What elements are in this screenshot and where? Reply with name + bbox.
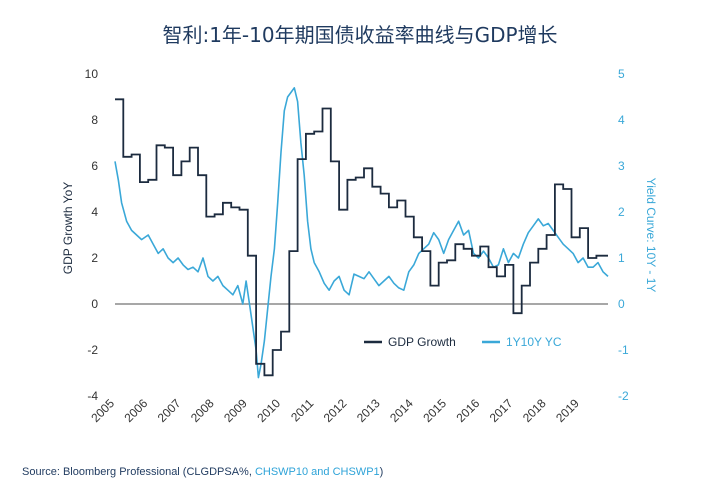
y-left-tick-label: -2 <box>87 343 98 357</box>
x-tick-label: 2016 <box>454 396 483 425</box>
y-left-tick-label: 4 <box>91 205 98 219</box>
legend-label-gdp: GDP Growth <box>388 335 456 349</box>
left-axis: -4 -2 0 2 4 6 8 10 <box>85 67 99 403</box>
x-tick-label: 2014 <box>387 396 416 425</box>
x-tick-label: 2015 <box>420 396 449 425</box>
x-tick-label: 2008 <box>188 396 217 425</box>
series-line-yield-curve <box>114 87 609 379</box>
legend-label-yc: 1Y10Y YC <box>506 335 562 349</box>
y-right-axis-label: Yield Curve: 10Y - 1Y <box>644 178 658 293</box>
y-right-tick-label: -2 <box>618 389 629 403</box>
y-left-tick-label: 10 <box>85 67 99 81</box>
series-layer <box>114 87 609 379</box>
chart-title: 智利:1年-10年期国债收益率曲线与GDP增长 <box>162 23 557 47</box>
x-tick-label: 2010 <box>254 396 283 425</box>
x-tick-label: 2011 <box>288 396 316 424</box>
y-left-tick-label: 6 <box>91 159 98 173</box>
x-axis: 2005 2006 2007 2008 2009 2010 2011 2012 2013 2014… <box>88 396 582 425</box>
y-left-tick-label: -4 <box>87 389 98 403</box>
source-note: Source: Bloomberg Professional (CLGDPSA%… <box>22 466 383 478</box>
y-right-tick-label: 5 <box>618 67 625 81</box>
y-left-tick-label: 0 <box>91 297 98 311</box>
y-left-tick-label: 2 <box>91 251 98 265</box>
legend: GDP Growth 1Y10Y YC <box>364 335 562 349</box>
y-right-tick-label: 4 <box>618 113 625 127</box>
y-right-tick-label: 2 <box>618 205 625 219</box>
y-right-tick-label: 0 <box>618 297 625 311</box>
y-right-tick-label: 1 <box>618 251 625 265</box>
y-left-axis-label: GDP Growth YoY <box>61 182 75 275</box>
x-tick-label: 2006 <box>122 396 151 425</box>
x-tick-label: 2009 <box>221 396 250 425</box>
series-line-gdp-growth <box>115 98 608 377</box>
x-tick-label: 2013 <box>354 396 383 425</box>
source-highlight: CHSWP10 and CHSWP1 <box>254 466 380 478</box>
y-right-tick-label: -1 <box>618 343 629 357</box>
x-tick-label: 2019 <box>553 396 582 425</box>
y-right-tick-label: 3 <box>618 159 625 173</box>
x-tick-label: 2007 <box>155 396 184 425</box>
x-tick-label: 2012 <box>321 396 350 425</box>
x-tick-label: 2017 <box>487 396 516 425</box>
x-tick-label: 2018 <box>520 396 549 425</box>
source-suffix: ) <box>379 466 384 478</box>
source-prefix: Source: Bloomberg Professional (CLGDPSA%… <box>22 466 255 478</box>
right-axis: -2 -1 0 1 2 3 4 5 <box>618 67 629 403</box>
y-left-tick-label: 8 <box>91 113 98 127</box>
